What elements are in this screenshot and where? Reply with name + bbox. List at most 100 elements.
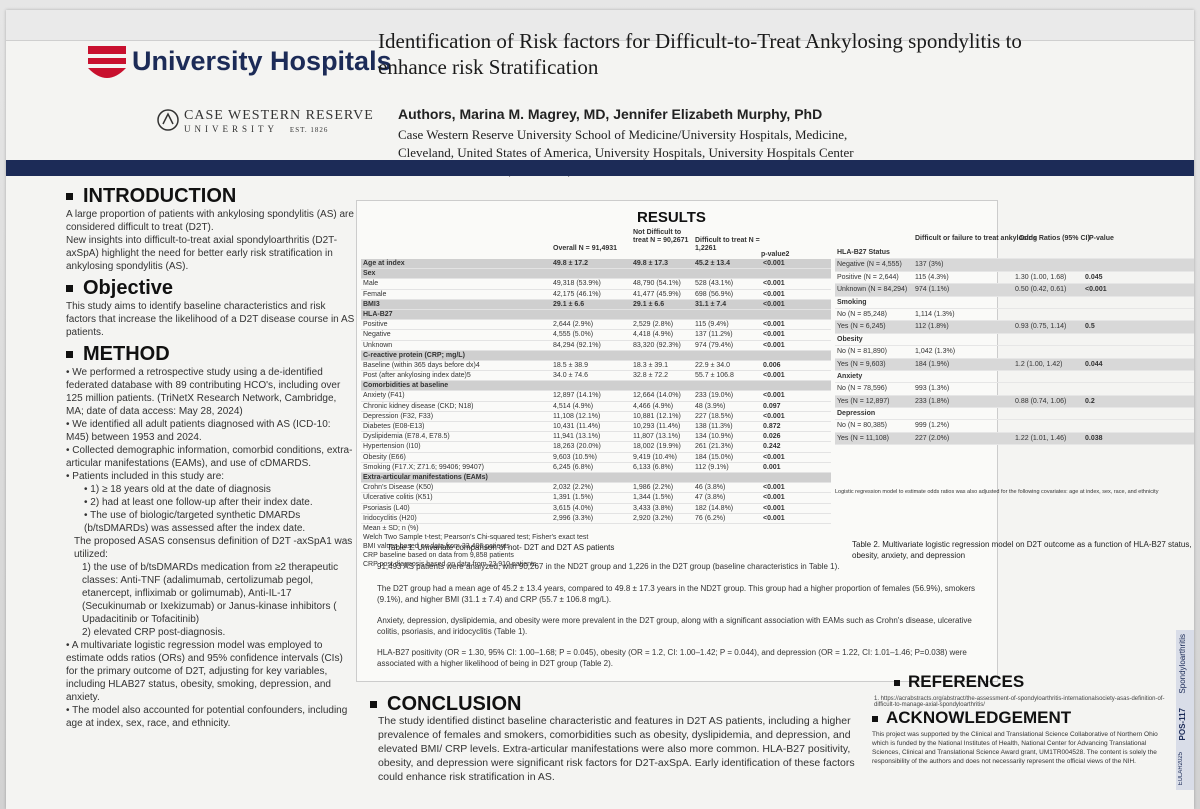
table-1-cell	[763, 381, 803, 390]
table-2-cell: 0.2	[1085, 397, 1095, 405]
acknowledgement-heading: ACKNOWLEDGEMENT	[872, 708, 1071, 728]
poster-title: Identification of Risk factors for Diffi…	[378, 29, 1022, 79]
table-2-row: Yes (N = 9,603) 184 (1.9%) 1.2 (1.00, 1.42…	[835, 358, 1194, 371]
table-1-cell: HLA-B27	[363, 310, 393, 318]
table-1-note: CRP post diagnosis based on data from 23…	[363, 560, 537, 568]
table-1-note: CRP baseline based on data from 9,858 pa…	[363, 551, 514, 559]
method-heading: METHOD	[66, 343, 356, 366]
table-2-cell: No (N = 80,385)	[837, 422, 887, 430]
table-1-cell: 31.1 ± 7.4	[695, 300, 727, 308]
table-2-cell	[1085, 309, 1115, 320]
table-1-cell: Female	[363, 290, 387, 298]
table-2-cell: 0.5	[1085, 323, 1095, 331]
poster-event: EULAR2025	[1178, 752, 1184, 786]
table-1-cell	[633, 310, 695, 319]
method-bullet-3: • Collected demographic information, com…	[66, 445, 353, 469]
table-1-cell: 115 (9.4%)	[695, 321, 729, 329]
table-1-cell: Smoking (F17.X; Z71.6; 99406; 99407)	[363, 463, 485, 471]
table-1-cell: <0.001	[763, 412, 785, 420]
table-1-row: Obesity (E66) 9,603 (10.5%) 9,419 (10.4%) 1…	[361, 453, 831, 463]
table-1-cell: 10,431 (11.4%)	[553, 423, 601, 430]
table-1-cell: 6,133 (6.8%)	[633, 463, 674, 471]
table-2-row: Depression	[835, 408, 1194, 421]
table-1-row: Diabetes (E08-E13) 10,431 (11.4%) 10,293 (…	[361, 422, 831, 433]
poster: University Hospitals CASE WESTERN RESERV…	[6, 10, 1194, 809]
square-bullet-icon	[370, 701, 377, 709]
table-1-cell: Dyslipidemia (E78.4, E78.5)	[363, 433, 450, 441]
table-1-cell: 55.7 ± 106.8	[695, 372, 734, 380]
table-2-cell: 999 (1.2%)	[915, 422, 950, 430]
method-sub-1: • 1) ≥ 18 years old at the date of diagn…	[84, 484, 271, 495]
table-1-cell: 2,920 (3.2%)	[633, 514, 674, 522]
table-1-cell: <0.001	[763, 260, 785, 267]
method-bullet-4: • Patients included in this study are:	[66, 471, 225, 482]
table-1-cell: <0.001	[763, 290, 785, 298]
table-2-row: Yes (N = 6,245) 112 (1.8%) 0.93 (0.75, 1.1…	[835, 321, 1194, 334]
table-1-cell: <0.001	[763, 331, 785, 339]
table-1-cell: 11,108 (12.1%)	[553, 412, 601, 420]
table-2-row: No (N = 81,890) 1,042 (1.3%)	[835, 346, 1194, 359]
table-2-cell: No (N = 78,596)	[837, 385, 887, 393]
table-2-cell: Yes (N = 12,897)	[837, 397, 890, 405]
table-2-cell: 137 (3%)	[915, 261, 944, 269]
table-2-cell: Yes (N = 6,245)	[837, 323, 886, 331]
table-1-cell	[695, 310, 763, 319]
table-1-cell: <0.001	[763, 280, 785, 288]
table-1-cell: 0.097	[763, 402, 781, 410]
table-2-cell	[1015, 420, 1085, 431]
table-2-cell: Anxiety	[837, 372, 863, 380]
table-1-cell: 76 (6.2%)	[695, 514, 726, 522]
table-1-cell: Positive	[363, 321, 388, 329]
table-1-row: Iridocyclitis (H20) 2,996 (3.3%) 2,920 (3.…	[361, 514, 831, 524]
table-2-cell	[1085, 297, 1115, 308]
table-2-row: HLA-B27 Status	[835, 247, 1194, 260]
table-1-cell: 84,294 (92.1%)	[553, 341, 601, 349]
references-text: 1. https://acrabstracts.org/abstract/the…	[874, 696, 1165, 708]
method-asas-2: 2) elevated CRP post-diagnosis.	[82, 627, 226, 638]
table-1-cell: Comorbidities at baseline	[363, 382, 449, 390]
table-1-row: Psoriasis (L40) 3,615 (4.0%) 3,433 (3.8%) 1…	[361, 504, 831, 514]
table-1-row: Extra-articular manifestations (EAMs)	[361, 472, 831, 484]
table-1-cell: 4,555 (5.0%)	[553, 331, 594, 339]
table-1-cell: 137 (11.2%)	[695, 331, 733, 339]
results-paragraph-1: 91,493 AS patients were analyzed, with 9…	[377, 562, 840, 571]
table-1-cell	[633, 473, 695, 482]
table-2-cell: <0.001	[1085, 286, 1107, 294]
table-1-cell	[763, 269, 803, 278]
table-1-cell: 9,419 (10.4%)	[633, 453, 677, 461]
table-1-cell: C-reactive protein (CRP; mg/L)	[363, 351, 465, 359]
table-1-cell: 11,941 (13.1%)	[553, 433, 601, 441]
objective-text: This study aims to identify baseline cha…	[66, 301, 355, 338]
table-1-cell: 41,477 (45.9%)	[633, 290, 681, 298]
poster-top-frame	[6, 10, 1194, 41]
results-paragraph-4: HLA-B27 positivity (OR = 1.30, 95% CI: 1…	[377, 648, 967, 668]
square-bullet-icon	[66, 193, 73, 201]
table-2-row: Yes (N = 11,108) 227 (2.0%) 1.22 (1.01, 1.…	[835, 432, 1194, 446]
table-2-cell: Depression	[837, 410, 876, 418]
table-1: Overall N = 91,4931 Not Difficult to tre…	[361, 225, 831, 569]
table-2-cell: 0.88 (0.74, 1.06)	[1015, 397, 1067, 405]
table-2-cell	[1085, 420, 1115, 431]
table-1-cell: 2,529 (2.8%)	[633, 321, 674, 329]
table-2-cell: 993 (1.3%)	[915, 385, 950, 393]
table-1-col-nd2t: Not Difficult to treat N = 90,2671	[633, 229, 689, 244]
case-western-seal-icon	[157, 109, 179, 131]
table-2-cell: 1.30 (1.00, 1.68)	[1015, 273, 1067, 281]
table-1-row: Unknown 84,294 (92.1%) 83,320 (92.3%) 974 (…	[361, 341, 831, 351]
square-bullet-icon	[872, 715, 878, 722]
poster-code: POS-117	[1178, 708, 1187, 741]
table-1-cell: 12,897 (14.1%)	[553, 392, 601, 400]
table-1-cell: <0.001	[763, 453, 785, 461]
table-1-cell: <0.001	[763, 494, 785, 502]
table-1-cell	[763, 310, 803, 319]
results-heading: RESULTS	[637, 209, 706, 226]
table-2-row: No (N = 80,385) 999 (1.2%)	[835, 420, 1194, 433]
introduction-heading: INTRODUCTION	[66, 185, 356, 208]
table-1-cell: <0.001	[763, 392, 785, 400]
table-2-cell: HLA-B27 Status	[837, 249, 890, 256]
table-1-cell: 112 (9.1%)	[695, 463, 729, 471]
table-1-cell: 49,318 (53.9%)	[553, 280, 601, 288]
university-name: CASE WESTERN RESERVE	[184, 108, 374, 123]
table-2-cell	[915, 297, 1015, 308]
square-bullet-icon	[66, 285, 73, 293]
